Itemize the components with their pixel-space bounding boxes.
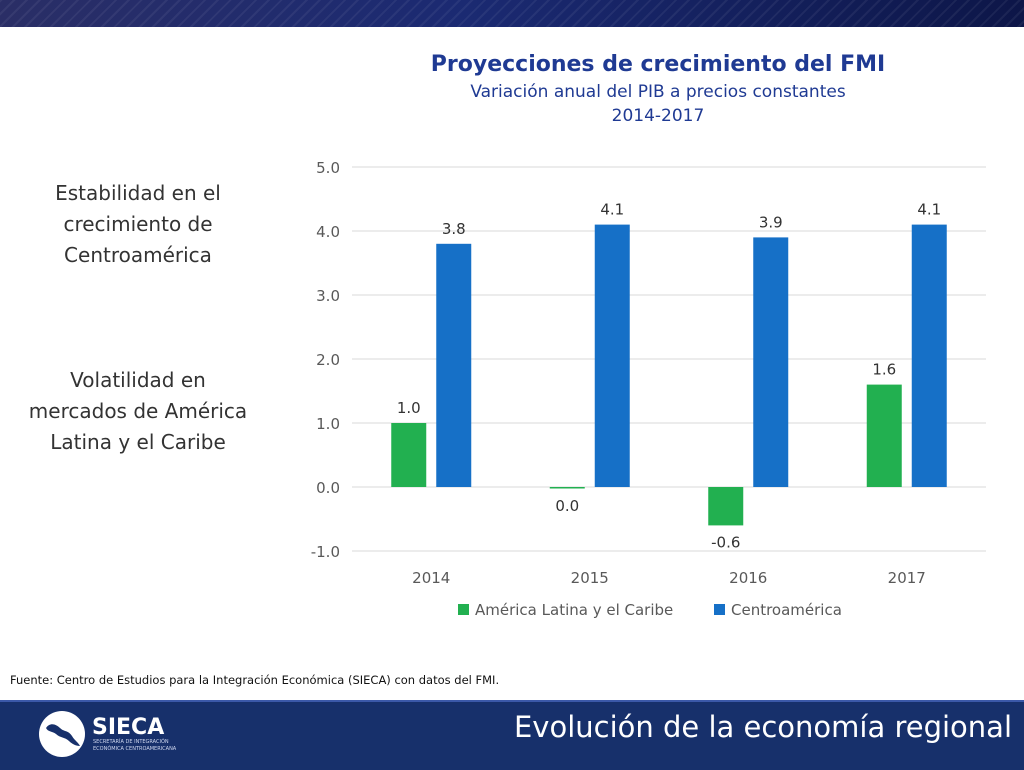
logo-subtitle-2: ECONÓMICA CENTROAMERICANA: [93, 745, 177, 752]
bar: [866, 384, 902, 487]
y-tick-label: 5.0: [316, 159, 340, 177]
bar: [436, 243, 472, 487]
data-label: 4.1: [917, 201, 941, 219]
bar: [911, 224, 947, 487]
y-tick-label: 4.0: [316, 223, 340, 241]
legend-swatch: [458, 604, 469, 615]
chart-period: 2014-2017: [611, 106, 705, 126]
logo-name: SIECA: [92, 715, 164, 740]
volatility-note: Volatilidad en mercados de América Latin…: [28, 368, 248, 454]
y-tick-label: 3.0: [316, 287, 340, 305]
legend-swatch: [714, 604, 725, 615]
x-tick-label: 2017: [888, 569, 926, 587]
bar: [549, 487, 585, 489]
bar: [391, 423, 427, 487]
data-label: 1.6: [872, 361, 896, 379]
legend-label: América Latina y el Caribe: [475, 601, 673, 619]
central-america-map-icon: [46, 724, 80, 746]
data-label: 3.8: [442, 220, 466, 238]
y-tick-label: -1.0: [311, 543, 340, 561]
x-tick-label: 2014: [412, 569, 450, 587]
data-label: 1.0: [397, 399, 421, 417]
source-note: Fuente: Centro de Estudios para la Integ…: [10, 673, 500, 687]
bar: [753, 237, 789, 487]
stability-note: Estabilidad en el crecimiento de Centroa…: [55, 181, 221, 267]
data-label: -0.6: [711, 533, 740, 551]
chart-title-block: Proyecciones de crecimiento del FMI Vari…: [300, 50, 1016, 128]
x-tick-label: 2015: [571, 569, 609, 587]
footer-bar: Evolución de la economía regional: [0, 700, 1024, 770]
legend-label: Centroamérica: [731, 601, 842, 619]
y-tick-label: 2.0: [316, 351, 340, 369]
y-tick-label: 0.0: [316, 479, 340, 497]
x-tick-label: 2016: [729, 569, 767, 587]
bar: [594, 224, 630, 487]
data-label: 0.0: [555, 497, 579, 515]
chart-title: Proyecciones de crecimiento del FMI: [430, 52, 886, 77]
y-tick-label: 1.0: [316, 415, 340, 433]
bar: [708, 487, 744, 526]
chart-subtitle: Variación anual del PIB a precios consta…: [470, 82, 846, 102]
data-label: 4.1: [600, 201, 624, 219]
sieca-logo: SIECA SECRETARÍA DE INTEGRACIÓN ECONÓMIC…: [39, 711, 177, 757]
footer-title: Evolución de la economía regional: [513, 710, 1012, 744]
logo-subtitle-1: SECRETARÍA DE INTEGRACIÓN: [93, 738, 169, 745]
top-banner: [0, 0, 1024, 27]
bar-chart: 5.0 4.0 3.0 2.0 1.0 0.0 -1.0 1.0 3.8 2014 0.0 4.1 20…: [311, 159, 986, 619]
data-label: 3.9: [759, 213, 783, 231]
